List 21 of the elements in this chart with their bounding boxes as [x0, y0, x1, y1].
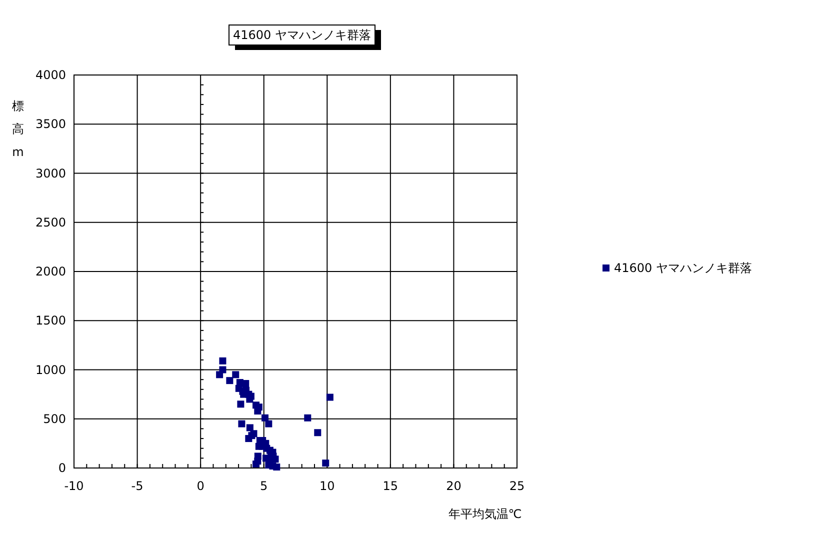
y-tick-label: 3000	[35, 166, 66, 180]
y-tick-label: 1000	[35, 362, 66, 377]
x-tick-label: 5	[260, 479, 268, 493]
y-tick-label: 500	[43, 412, 66, 426]
chart-title: 41600 ヤマハンノキ群落	[233, 28, 371, 42]
y-tick-label: 0	[58, 461, 66, 475]
x-tick-label: -5	[131, 479, 144, 493]
x-axis-title: 年平均気温℃	[448, 507, 522, 521]
y-tick-label: 4000	[35, 68, 66, 82]
y-tick-label: 3500	[35, 117, 66, 132]
x-tick-label: 0	[196, 479, 204, 493]
x-tick-label: 15	[382, 479, 398, 493]
x-tick-label: 25	[509, 479, 525, 493]
y-axis-title: 標高m	[12, 99, 24, 159]
y-tick-label: 2500	[35, 215, 66, 230]
x-tick-label: -10	[64, 479, 84, 493]
x-tick-label: 20	[446, 479, 462, 493]
legend-label: 41600 ヤマハンノキ群落	[614, 261, 752, 275]
x-tick-label: 10	[320, 479, 335, 493]
y-tick-label: 2000	[35, 264, 66, 278]
y-tick-label: 1500	[35, 314, 66, 328]
